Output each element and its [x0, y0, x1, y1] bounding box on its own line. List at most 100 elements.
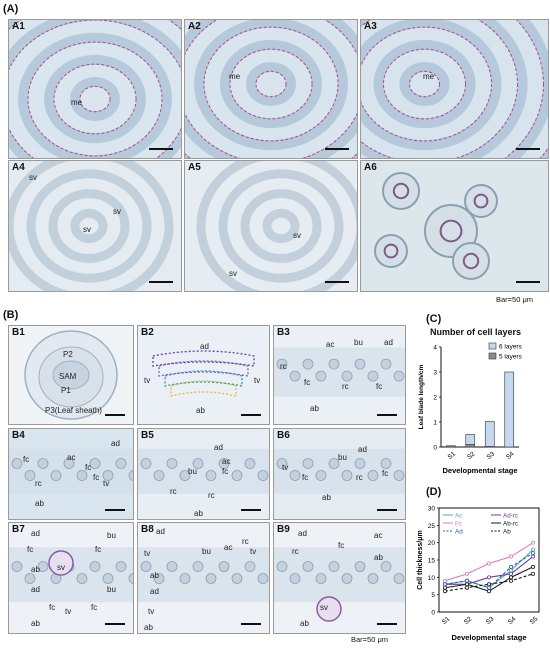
data-point: [531, 540, 536, 545]
x-tick-label: S5: [529, 615, 540, 626]
panel-id-label: B7: [12, 524, 25, 535]
data-point: [487, 589, 492, 594]
series-line-ac: [444, 549, 534, 589]
y-tick-label: 15: [428, 558, 436, 565]
tissue-label: ad: [200, 342, 209, 351]
x-tick-label: S2: [463, 615, 474, 626]
tissue-label: ab: [196, 406, 205, 415]
tissue-label: fc: [376, 382, 383, 391]
y-tick-label: 4: [433, 345, 437, 352]
tissue-label: fc: [222, 467, 229, 476]
panel-id-label: A4: [12, 162, 25, 173]
chart-c-title: Number of cell layers: [430, 327, 522, 337]
section-a-label: (A): [3, 3, 19, 15]
chart-c: 0 1 2 3 4 S1 S2 S3 S4 Developmental stage Leaf bla…: [418, 342, 523, 475]
bar-5-layers-S2: [465, 444, 476, 448]
tissue-label: bu: [107, 531, 116, 540]
tissue-label: rc: [356, 473, 363, 482]
x-axis-label: Developmental stage: [442, 466, 517, 475]
section-b-label: (B): [3, 309, 19, 321]
micrograph-image: [152, 350, 255, 397]
micrograph-panel-b4: B4 ad fc ac fc rc fc tv ab: [8, 428, 134, 520]
legend-label: Ab: [503, 528, 511, 535]
y-tick-label: 0: [431, 610, 435, 617]
micrograph-panel-b6: B6 ad bu tv fc rc fc ab: [273, 428, 406, 520]
y-tick-label: 5: [431, 592, 435, 599]
x-tick-label: S2: [466, 450, 477, 461]
micrograph-panel-b3: B3 ad ac bu rc fc rc fc ab: [273, 325, 406, 425]
tissue-label: ad: [156, 527, 165, 536]
panel-id-label: B6: [277, 430, 290, 441]
tissue-label: SAM: [59, 372, 77, 381]
legend-swatch: [488, 352, 497, 360]
micrograph-image: [196, 161, 357, 291]
tissue-label: ab: [144, 623, 153, 632]
panel-id-label: A2: [188, 21, 201, 32]
tissue-label: sv: [57, 563, 65, 572]
tissue-label: fc: [91, 603, 98, 612]
data-point: [509, 554, 514, 559]
micrograph-panel-a1: A1 me: [8, 19, 182, 159]
tissue-label: rc: [342, 382, 349, 391]
tissue-label: rc: [292, 547, 299, 556]
data-point: [465, 571, 470, 576]
tissue-label: ab: [310, 404, 319, 413]
data-point: [487, 575, 492, 580]
micrograph-image: [9, 20, 181, 158]
tissue-label: fc: [23, 455, 30, 464]
micrograph-panel-b9: B9 ad rc fc ac ab sv ab: [273, 522, 406, 634]
tissue-label: ab: [31, 565, 40, 574]
tissue-label: tv: [254, 376, 261, 385]
tissue-label: tv: [148, 607, 155, 616]
x-tick-label: S1: [441, 615, 452, 626]
data-point: [509, 568, 514, 573]
tissue-label: P3(Leaf sheath): [45, 406, 102, 415]
tissue-label: ab: [150, 571, 159, 580]
data-point: [509, 571, 514, 576]
tissue-label: sv: [113, 207, 121, 216]
scale-bar: [105, 509, 125, 511]
section-c-label: (C): [426, 313, 442, 325]
tissue-label: fc: [93, 473, 100, 482]
data-point: [465, 585, 470, 590]
tissue-label: ab: [322, 493, 331, 502]
tissue-label: fc: [338, 541, 345, 550]
tissue-label: tv: [282, 463, 289, 472]
tissue-label: fc: [27, 545, 34, 554]
scale-bar: [325, 148, 349, 150]
tissue-label: rc: [170, 487, 177, 496]
data-point: [442, 578, 447, 583]
chart-d-axes: [438, 507, 540, 613]
micrograph-panel-a5: A5 sv sv: [184, 160, 358, 292]
tissue-label: me: [423, 72, 435, 81]
data-point: [531, 571, 536, 576]
data-point: [442, 585, 447, 590]
tissue-label: me: [229, 72, 241, 81]
micrograph-image: [9, 448, 133, 494]
x-axis-label: Developmental stage: [451, 633, 526, 642]
panel-id-label: A6: [364, 162, 377, 173]
tissue-label: P2: [63, 350, 73, 359]
tissue-label: fc: [304, 378, 311, 387]
scale-bar: [241, 414, 261, 416]
x-tick-label: S3: [485, 615, 496, 626]
section-b-bar-note: Bar=50 μm: [351, 635, 389, 644]
tissue-label: bu: [188, 467, 197, 476]
micrograph-panel-a3: A3 me: [360, 19, 549, 159]
tissue-label: ad: [150, 587, 159, 596]
scale-bar: [105, 623, 125, 625]
legend-label: Ad: [455, 528, 463, 535]
tissue-label: bu: [202, 547, 211, 556]
scale-bar: [516, 148, 540, 150]
data-point: [531, 554, 536, 559]
tissue-label: fc: [382, 469, 389, 478]
data-point: [531, 564, 536, 569]
scale-bar: [241, 623, 261, 625]
tissue-label: ab: [35, 499, 44, 508]
micrograph-panel-b7: B7 ad bu fc sv fc ab ad bu fc tv fc ab: [8, 522, 134, 634]
tissue-label: ac: [326, 340, 335, 349]
tissue-label: tv: [103, 479, 110, 488]
tissue-label: tv: [144, 549, 151, 558]
tissue-label: rc: [280, 362, 287, 371]
y-tick-label: 3: [433, 370, 437, 377]
